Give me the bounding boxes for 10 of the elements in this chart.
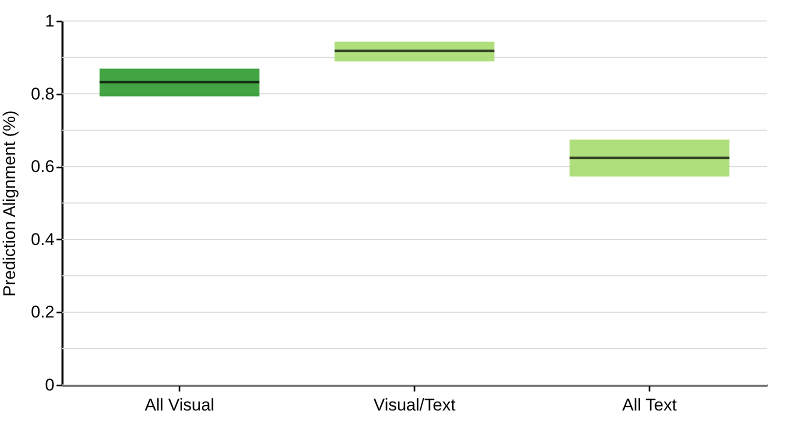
y-tick-label: 0.6	[30, 157, 54, 176]
y-tick-label: 0.8	[30, 84, 54, 104]
y-tick-label: 0.2	[30, 302, 54, 322]
y-axis-title: Prediction Alignment (%)	[0, 110, 19, 297]
y-tick-label: 0.4	[30, 230, 54, 249]
x-tick-label: All Visual	[144, 396, 214, 414]
y-tick-label: 0	[45, 376, 54, 394]
y-tick-label: 1	[45, 12, 54, 30]
x-tick-label: All Text	[622, 396, 678, 414]
x-tick-label: Visual/Text	[374, 396, 456, 414]
